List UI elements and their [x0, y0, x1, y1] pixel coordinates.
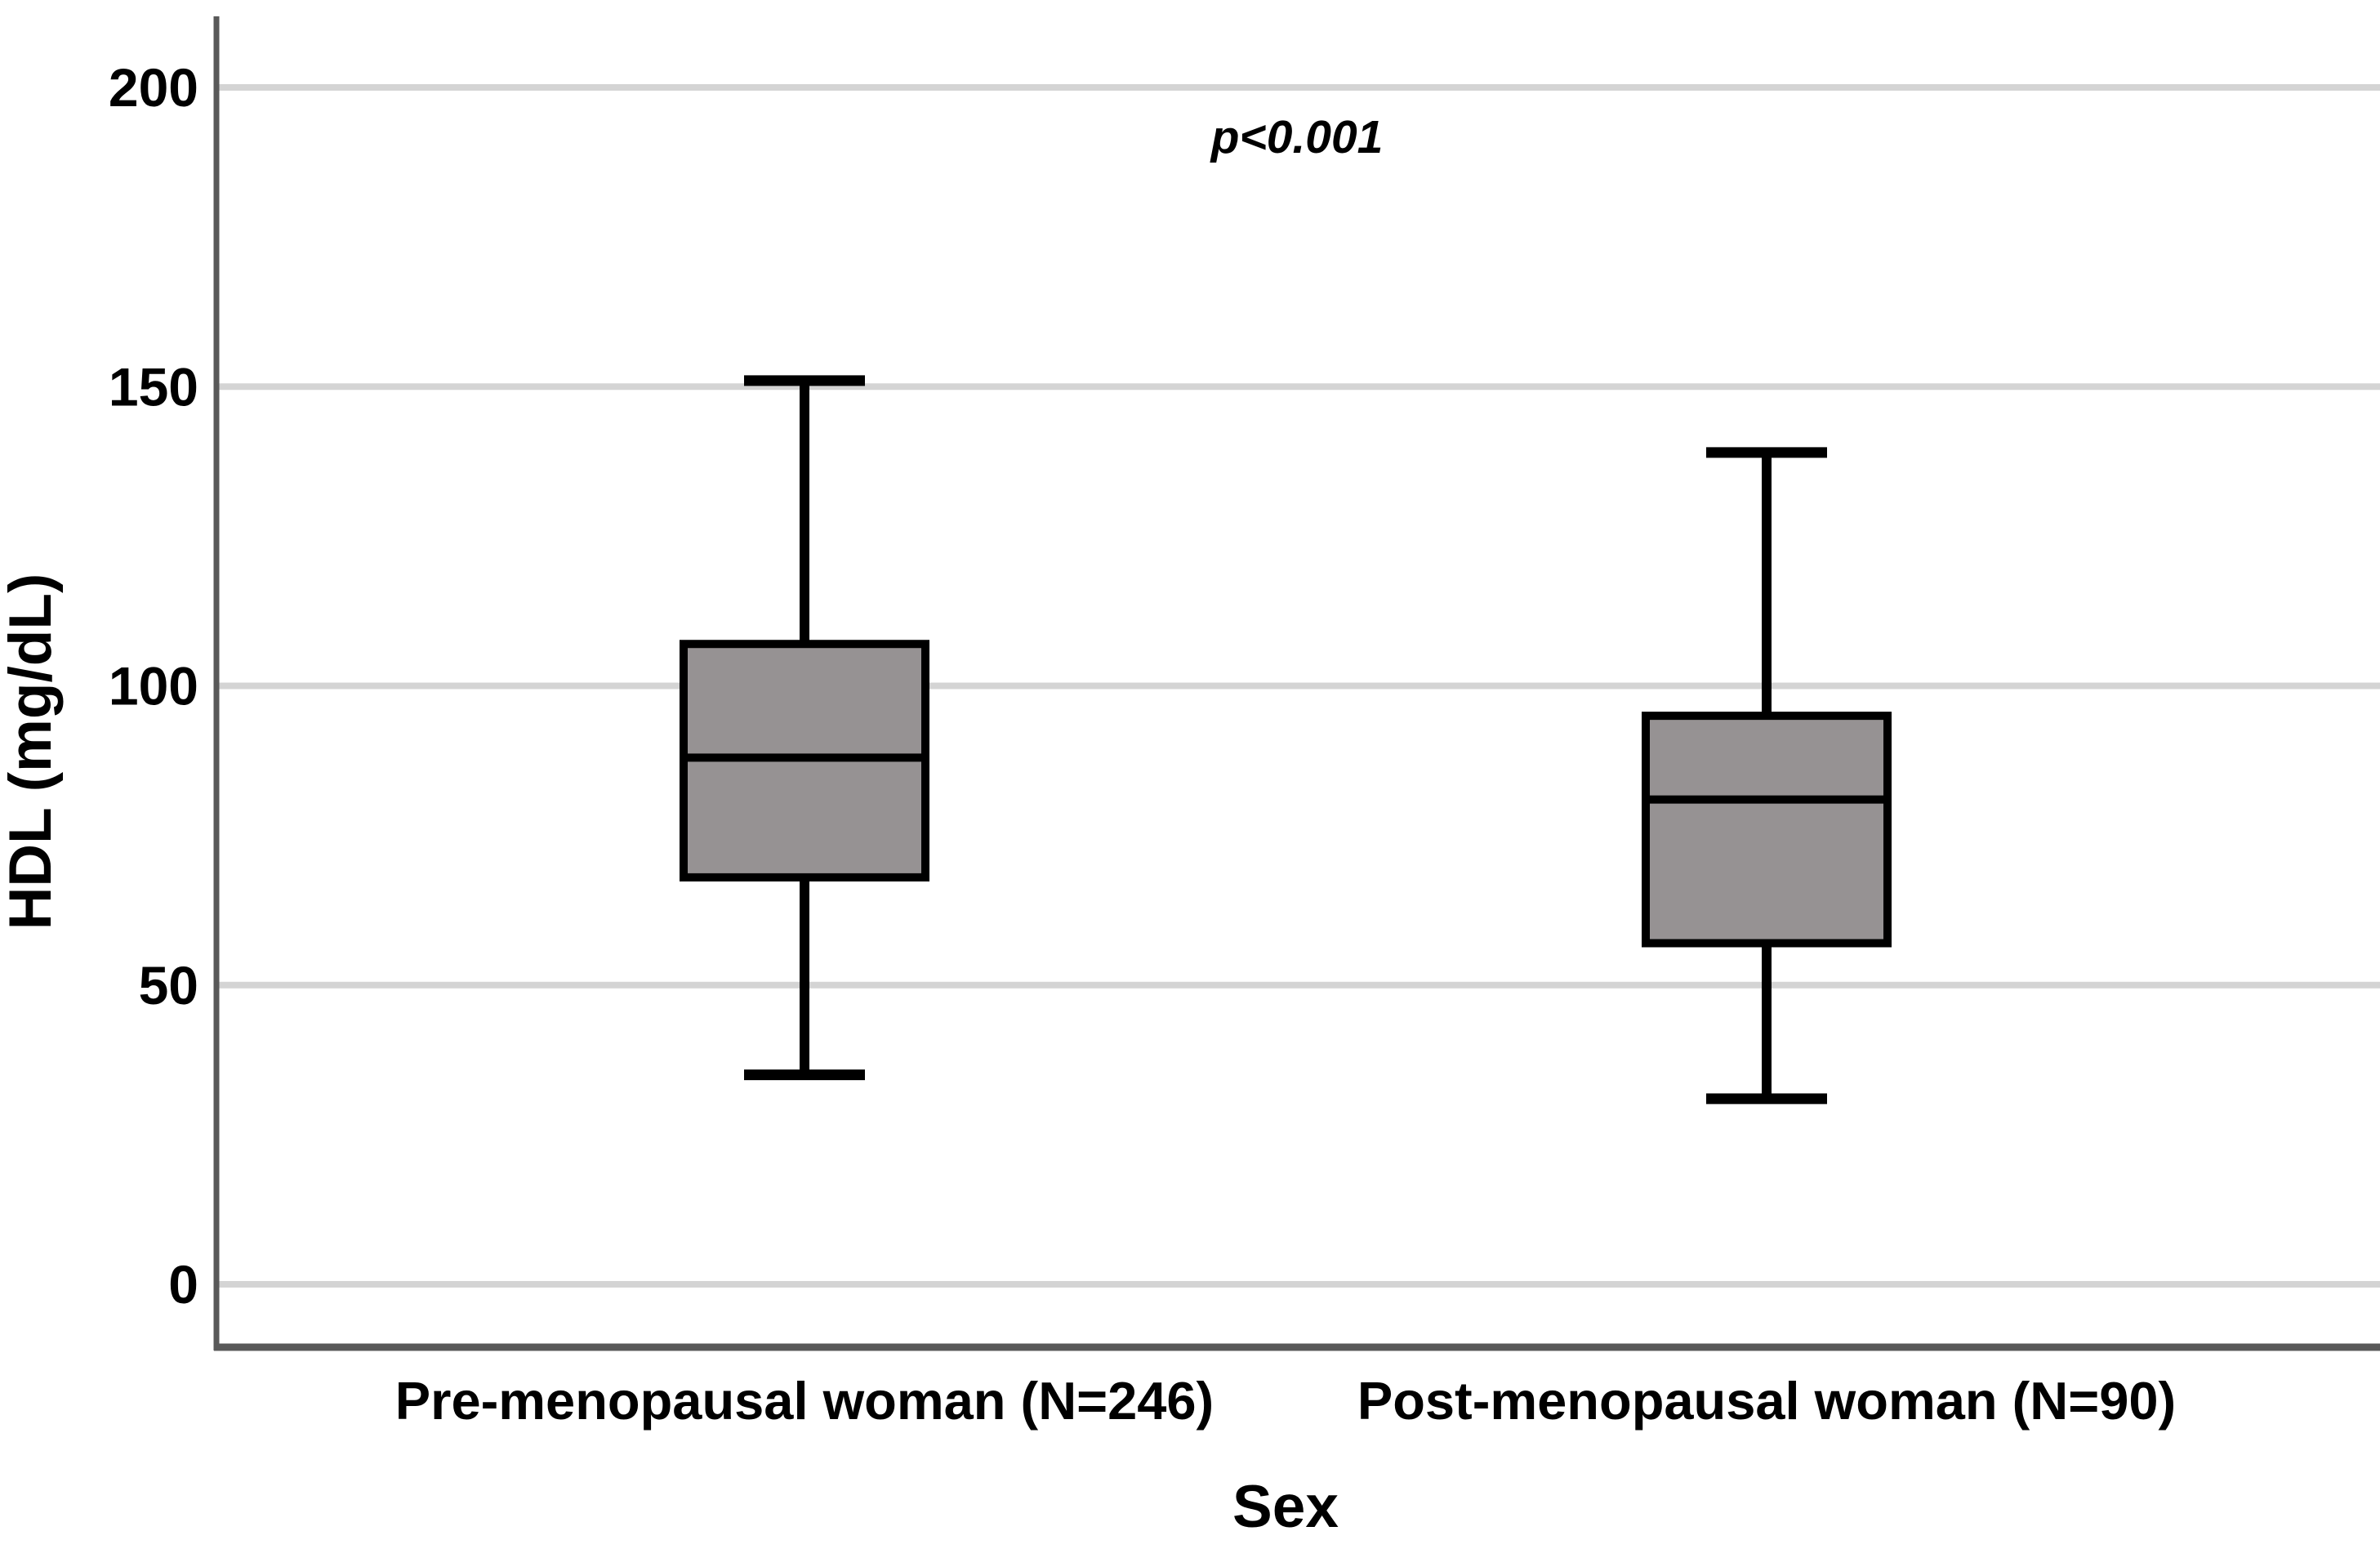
- y-tick-labels-group: 200 150 100 50 0: [109, 57, 198, 1315]
- y-tick-label: 50: [139, 955, 198, 1016]
- x-category-label-post: Post-menopausal woman (N=90): [1357, 1371, 2176, 1431]
- x-category-label-pre: Pre-menopausal woman (N=246): [395, 1371, 1214, 1431]
- boxplot: [680, 375, 929, 1081]
- boxplots-group: [680, 375, 1892, 1105]
- y-tick-label: 150: [109, 356, 198, 417]
- y-tick-label: 100: [109, 656, 198, 716]
- y-axis-title: HDL (mg/dL): [0, 574, 64, 931]
- y-tick-label: 200: [109, 57, 198, 118]
- y-tick-label: 0: [168, 1254, 198, 1315]
- boxplot: [1642, 447, 1892, 1105]
- p-value-annotation: p<0.001: [1210, 111, 1384, 163]
- gridlines-group: [216, 84, 2380, 1288]
- x-axis-title: Sex: [1232, 1474, 1339, 1540]
- iqr-box: [1642, 712, 1892, 948]
